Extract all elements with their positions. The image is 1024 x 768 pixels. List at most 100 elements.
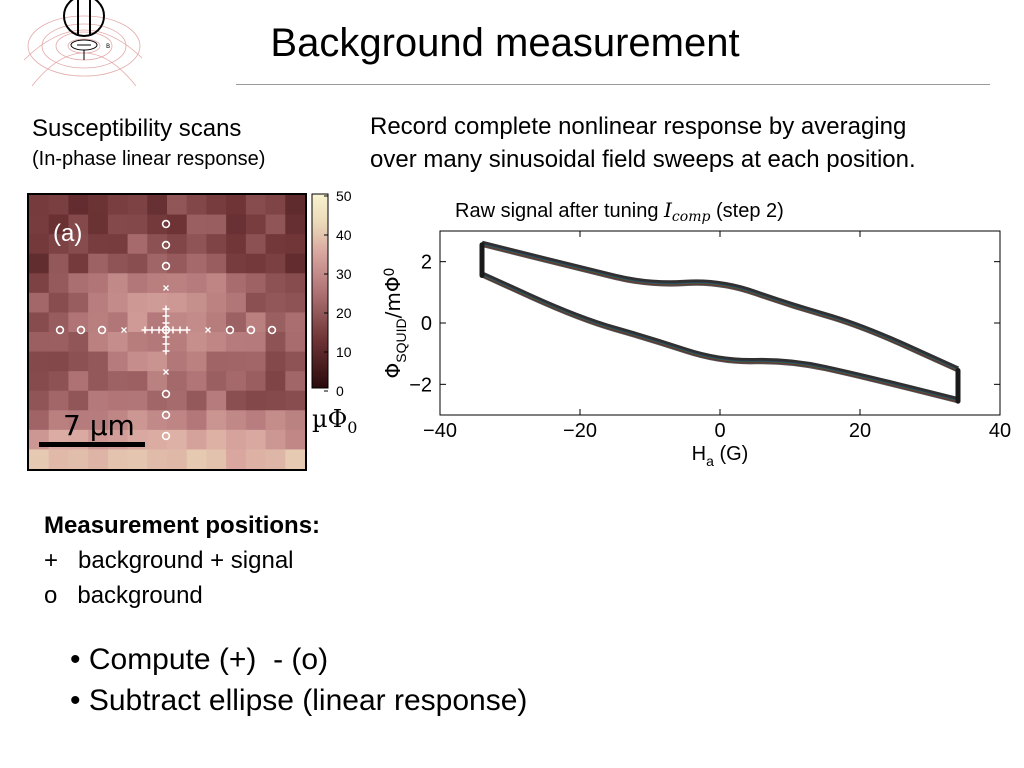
heatmap-cell — [107, 410, 129, 431]
heatmap-cell — [285, 351, 305, 372]
signal-position-marker — [162, 312, 170, 320]
heatmap-cell — [265, 195, 286, 216]
heatmap-cell — [285, 253, 305, 274]
heatmap-cell — [226, 273, 247, 294]
heatmap-cell — [29, 390, 50, 411]
heatmap-cell — [29, 332, 50, 353]
heatmap-cell — [285, 273, 305, 294]
heatmap-cell — [88, 410, 109, 431]
heatmap-cell — [186, 332, 208, 353]
heatmap-cell — [226, 449, 247, 469]
heatmap-cell — [29, 312, 50, 333]
heatmap-cell — [147, 332, 168, 353]
caption-prefix: Raw signal after tuning — [455, 200, 665, 222]
colorbar-tick-label: 0 — [336, 383, 344, 399]
x-tick-label: −20 — [563, 420, 597, 442]
signal-position-marker — [148, 326, 156, 334]
heatmap-cell — [206, 214, 227, 235]
colorbar-tick-label: 30 — [336, 266, 352, 282]
y-axis-label-unit: /mΦ — [381, 276, 405, 318]
heatmap-cell — [226, 371, 247, 392]
colorbar-tick-label: 40 — [336, 227, 352, 243]
heatmap-cell — [127, 449, 148, 469]
heatmap-cell — [167, 449, 188, 469]
heatmap-cell — [245, 371, 267, 392]
heatmap-cell — [107, 214, 129, 235]
heatmap-cell — [127, 195, 148, 216]
signal-position-marker — [162, 319, 170, 327]
heatmap-cell — [206, 253, 227, 274]
y-axis-label-sub: SQUID — [393, 318, 409, 362]
heatmap-cell — [29, 195, 50, 216]
heatmap-cell — [29, 273, 50, 294]
background-position-marker — [161, 261, 171, 271]
heatmap-cell — [186, 312, 208, 333]
position-legend-circle: o background — [44, 582, 203, 609]
heatmap-cell — [226, 234, 247, 255]
heatmap-cell — [226, 429, 247, 451]
heatmap-cell — [68, 214, 89, 235]
heatmap-cell — [48, 332, 70, 353]
caption-symbol-subscript: comp — [671, 209, 711, 225]
background-position-marker — [267, 325, 277, 335]
signal-position-marker — [162, 326, 170, 334]
heatmap-cell — [88, 195, 109, 216]
heatmap-cell — [48, 371, 70, 392]
background-position-marker — [97, 325, 107, 335]
heatmap-cell — [167, 351, 188, 372]
heatmap-cell — [48, 410, 70, 431]
heatmap-cell — [167, 390, 188, 411]
heatmap-cell — [245, 292, 267, 314]
heatmap-cell — [127, 253, 148, 274]
heatmap-cell — [265, 351, 286, 372]
heatmap-cell — [68, 253, 89, 274]
heatmap-cell — [226, 351, 247, 372]
heatmap-cell — [88, 273, 109, 294]
heatmap-cell — [206, 273, 227, 294]
heatmap-cell — [107, 332, 129, 353]
heatmap-cell — [68, 410, 89, 431]
intermediate-position-marker — [121, 327, 127, 333]
heatmap-cell — [147, 371, 168, 392]
heatmap-cell — [206, 449, 227, 469]
x-tick-label: 40 — [989, 420, 1011, 442]
heatmap-cell — [167, 292, 188, 314]
heatmap-cell — [107, 449, 129, 469]
heatmap-cell — [285, 390, 305, 411]
heatmap-cell — [285, 214, 305, 235]
heatmap-cell — [107, 292, 129, 314]
heatmap-cell — [285, 292, 305, 314]
heatmap-cell — [245, 351, 267, 372]
heatmap-cell — [186, 234, 208, 255]
heatmap-cell — [265, 371, 286, 392]
x-axis-label-unit: (G) — [714, 443, 748, 465]
heatmap-cell — [107, 371, 129, 392]
signal-position-marker — [183, 326, 191, 334]
background-position-marker — [161, 219, 171, 229]
scale-bar-label: 7 µm — [63, 409, 135, 442]
heatmap-cell — [245, 273, 267, 294]
heatmap-cell — [285, 332, 305, 353]
heatmap-cell — [186, 273, 208, 294]
heatmap-cell — [285, 449, 305, 469]
title-divider — [236, 84, 990, 85]
heatmap-cell — [29, 292, 50, 314]
heatmap-cell — [226, 410, 247, 431]
heatmap-cell — [48, 449, 70, 469]
susceptibility-heatmap: (a) 7 µm — [29, 195, 305, 469]
heatmap-cell — [226, 253, 247, 274]
y-axis-label: ΦSQUID/mΦ0 — [381, 268, 409, 379]
heatmap-cell — [245, 332, 267, 353]
heatmap-cell — [107, 390, 129, 411]
heatmap-cell — [29, 449, 50, 469]
background-position-marker — [161, 389, 171, 399]
heatmap-cell — [167, 214, 188, 235]
heatmap-cell — [186, 195, 208, 216]
heatmap-cell — [29, 429, 50, 451]
signal-series-line — [481, 276, 959, 404]
heatmap-cell — [147, 292, 168, 314]
heatmap-cell — [107, 312, 129, 333]
map-panel-label: (a) — [53, 220, 82, 247]
colorbar-gradient — [311, 193, 329, 389]
heatmap-cell — [245, 449, 267, 469]
